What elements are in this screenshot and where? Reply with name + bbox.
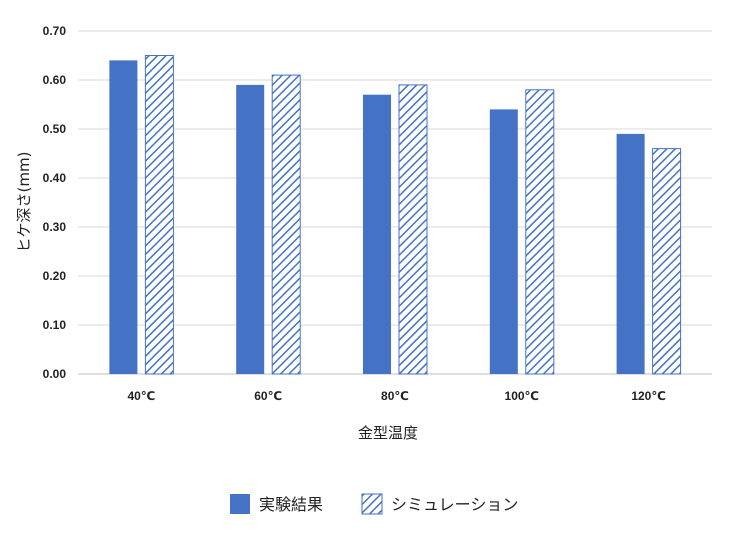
bar-experiment <box>236 84 265 375</box>
bar-experiment <box>616 133 645 374</box>
bars <box>109 55 682 375</box>
y-tick-label: 0.30 <box>43 220 67 234</box>
bar-simulation <box>652 148 682 375</box>
y-axis-ticks: 0.00 0.10 0.20 0.30 0.40 0.50 0.60 0.70 <box>43 24 67 381</box>
legend: 実験結果 シミュレーション <box>230 493 518 515</box>
y-tick-label: 0.40 <box>43 171 67 185</box>
x-tick-label: 80℃ <box>381 389 409 403</box>
y-tick-label: 0.70 <box>43 24 67 38</box>
y-tick-label: 0.60 <box>43 73 67 87</box>
x-axis-title: 金型温度 <box>358 424 418 442</box>
bar-simulation <box>271 74 301 375</box>
y-tick-label: 0.50 <box>43 122 67 136</box>
y-tick-label: 0.20 <box>43 269 67 283</box>
bar-simulation <box>144 55 174 375</box>
legend-swatch-experiment <box>230 494 250 514</box>
legend-label-experiment: 実験結果 <box>259 495 323 514</box>
x-tick-label: 60℃ <box>254 389 282 403</box>
bar-experiment <box>363 94 391 374</box>
x-tick-label: 100℃ <box>505 389 540 403</box>
bar-experiment <box>109 60 138 375</box>
bar-simulation <box>398 84 428 375</box>
gridlines <box>78 30 712 375</box>
legend-swatch-simulation <box>361 493 383 515</box>
y-tick-label: 0.10 <box>43 318 67 332</box>
y-axis-title: ヒケ深さ(mm) <box>15 152 33 253</box>
x-tick-label: 120℃ <box>631 389 666 403</box>
y-tick-label: 0.00 <box>43 367 67 381</box>
x-tick-label: 40℃ <box>127 389 155 403</box>
x-axis-ticks: 40℃ 60℃ 80℃ 100℃ 120℃ <box>127 389 665 403</box>
bar-simulation <box>525 89 555 375</box>
bar-experiment <box>489 109 518 375</box>
legend-label-simulation: シミュレーション <box>391 495 518 514</box>
